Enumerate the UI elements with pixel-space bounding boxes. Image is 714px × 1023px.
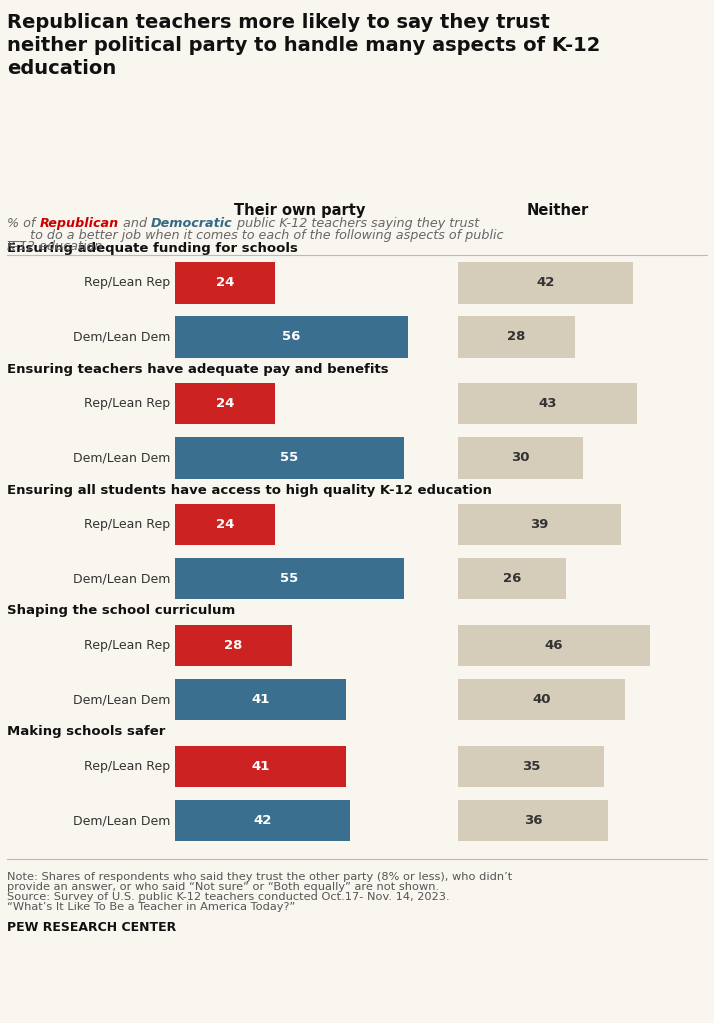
Bar — [175, 559, 404, 599]
Text: Source: Survey of U.S. public K-12 teachers conducted Oct.17- Nov. 14, 2023.: Source: Survey of U.S. public K-12 teach… — [7, 892, 450, 902]
Bar — [458, 437, 583, 479]
Text: 39: 39 — [531, 519, 548, 531]
Text: 26: 26 — [503, 572, 521, 585]
Text: Democratic: Democratic — [151, 217, 233, 230]
Text: Making schools safer: Making schools safer — [7, 725, 166, 739]
Text: 55: 55 — [281, 572, 298, 585]
Text: Ensuring teachers have adequate pay and benefits: Ensuring teachers have adequate pay and … — [7, 362, 388, 375]
Text: Neither: Neither — [527, 203, 589, 218]
Text: 46: 46 — [545, 639, 563, 653]
Text: 42: 42 — [253, 814, 271, 828]
Text: Dem/Lean Dem: Dem/Lean Dem — [73, 814, 170, 828]
Text: Rep/Lean Rep: Rep/Lean Rep — [84, 519, 170, 531]
Text: K-12 education: K-12 education — [7, 240, 103, 254]
Text: PEW RESEARCH CENTER: PEW RESEARCH CENTER — [7, 921, 176, 934]
Bar — [458, 316, 575, 358]
Bar — [175, 504, 275, 545]
Text: Republican teachers more likely to say they trust
neither political party to han: Republican teachers more likely to say t… — [7, 13, 600, 78]
Bar — [458, 679, 625, 720]
Bar — [458, 800, 608, 841]
Text: 40: 40 — [532, 694, 550, 706]
Bar — [458, 625, 650, 666]
Bar — [458, 262, 633, 304]
Text: Dem/Lean Dem: Dem/Lean Dem — [73, 330, 170, 344]
Text: Rep/Lean Rep: Rep/Lean Rep — [84, 276, 170, 290]
Text: Rep/Lean Rep: Rep/Lean Rep — [84, 760, 170, 773]
Text: Their own party: Their own party — [234, 203, 366, 218]
Bar — [458, 559, 566, 599]
Text: Shaping the school curriculum: Shaping the school curriculum — [7, 605, 236, 618]
Text: Rep/Lean Rep: Rep/Lean Rep — [84, 639, 170, 653]
Bar — [175, 679, 346, 720]
Text: 41: 41 — [251, 760, 269, 773]
Text: ___ to do a better job when it comes to each of the following aspects of public: ___ to do a better job when it comes to … — [7, 228, 503, 241]
Text: “What’s It Like To Be a Teacher in America Today?”: “What’s It Like To Be a Teacher in Ameri… — [7, 902, 296, 913]
Text: 41: 41 — [251, 694, 269, 706]
Text: 43: 43 — [538, 397, 557, 410]
Text: 35: 35 — [522, 760, 540, 773]
Text: provide an answer, or who said “Not sure” or “Both equally” are not shown.: provide an answer, or who said “Not sure… — [7, 882, 439, 892]
Text: Note: Shares of respondents who said they trust the other party (8% or less), wh: Note: Shares of respondents who said the… — [7, 872, 513, 882]
Bar — [175, 384, 275, 425]
Text: 24: 24 — [216, 276, 234, 290]
Text: 30: 30 — [511, 451, 530, 464]
Text: Ensuring all students have access to high quality K-12 education: Ensuring all students have access to hig… — [7, 484, 492, 496]
Bar — [175, 625, 291, 666]
Text: Rep/Lean Rep: Rep/Lean Rep — [84, 397, 170, 410]
Text: % of: % of — [7, 217, 39, 230]
Bar — [175, 746, 346, 788]
Bar — [175, 262, 275, 304]
Text: 28: 28 — [507, 330, 526, 344]
Text: Dem/Lean Dem: Dem/Lean Dem — [73, 694, 170, 706]
Text: 24: 24 — [216, 519, 234, 531]
Text: Republican: Republican — [39, 217, 119, 230]
Text: Dem/Lean Dem: Dem/Lean Dem — [73, 451, 170, 464]
Bar — [458, 746, 604, 788]
Bar — [458, 504, 620, 545]
Text: 28: 28 — [224, 639, 243, 653]
Bar — [175, 800, 350, 841]
Text: public K-12 teachers saying they trust: public K-12 teachers saying they trust — [233, 217, 479, 230]
Text: Dem/Lean Dem: Dem/Lean Dem — [73, 572, 170, 585]
Text: 56: 56 — [282, 330, 301, 344]
Text: and: and — [119, 217, 151, 230]
Bar — [175, 316, 408, 358]
Text: 36: 36 — [524, 814, 543, 828]
Bar — [458, 384, 637, 425]
Text: Ensuring adequate funding for schools: Ensuring adequate funding for schools — [7, 241, 298, 255]
Text: 55: 55 — [281, 451, 298, 464]
Bar — [175, 437, 404, 479]
Text: 42: 42 — [536, 276, 555, 290]
Text: 24: 24 — [216, 397, 234, 410]
